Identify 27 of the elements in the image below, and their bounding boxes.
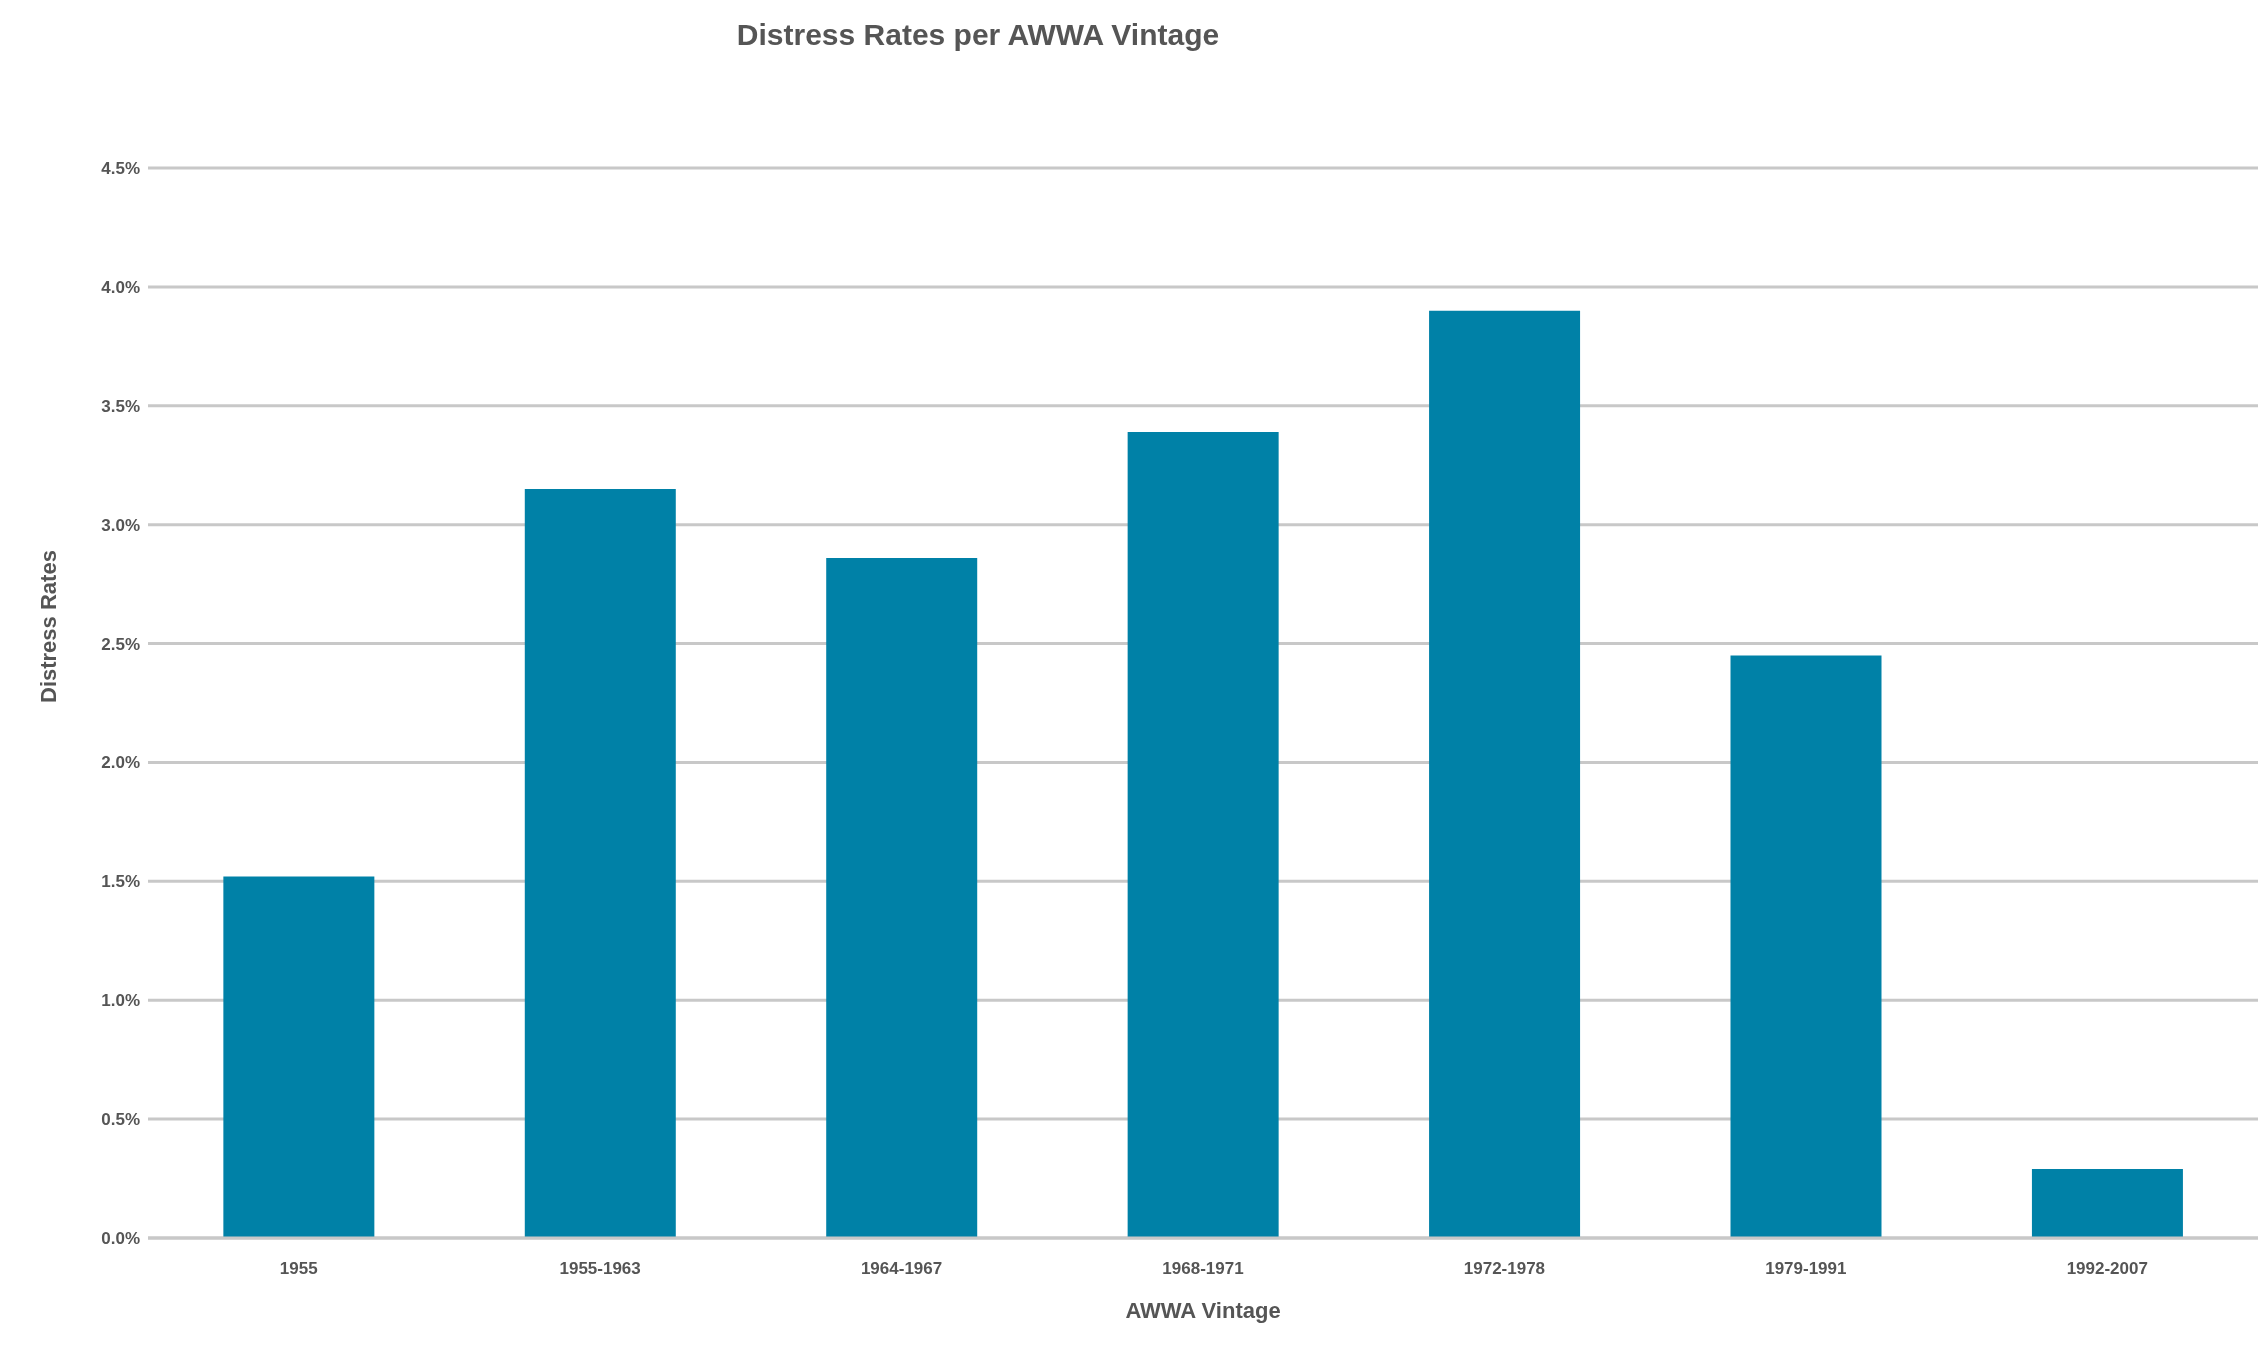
y-tick-label: 2.0% [101, 753, 140, 773]
y-axis-title: Distress Rates [35, 550, 61, 703]
bar [826, 557, 978, 1238]
y-tick-label: 1.0% [101, 991, 140, 1011]
x-tick-label: 1964-1967 [860, 1259, 943, 1279]
x-tick-label: 1955 [279, 1259, 318, 1279]
x-tick-label: 1979-1991 [1765, 1259, 1847, 1279]
x-tick-label: 1972-1978 [1463, 1259, 1546, 1279]
x-tick-label: 1992-2007 [2066, 1259, 2148, 1279]
bar [1730, 655, 1882, 1238]
bar [223, 876, 375, 1238]
y-tick-label: 0.0% [101, 1229, 140, 1249]
chart-title: Distress Rates per AWWA Vintage [735, 18, 1221, 52]
bar [2031, 1169, 2183, 1238]
y-tick-label: 3.0% [101, 515, 140, 535]
y-tick-label: 4.5% [101, 159, 140, 179]
x-tick-label: 1955-1963 [559, 1259, 641, 1279]
y-tick-label: 3.5% [101, 396, 140, 416]
y-tick-label: 1.5% [101, 872, 140, 892]
bar [524, 489, 676, 1238]
bar [1429, 310, 1581, 1238]
x-tick-label: 1968-1971 [1162, 1259, 1244, 1279]
y-tick-label: 2.5% [101, 634, 140, 654]
y-tick-label: 0.5% [101, 1110, 140, 1130]
x-axis-title: AWWA Vintage [1125, 1298, 1281, 1323]
y-tick-label: 4.0% [101, 277, 140, 297]
bar [1127, 431, 1279, 1238]
